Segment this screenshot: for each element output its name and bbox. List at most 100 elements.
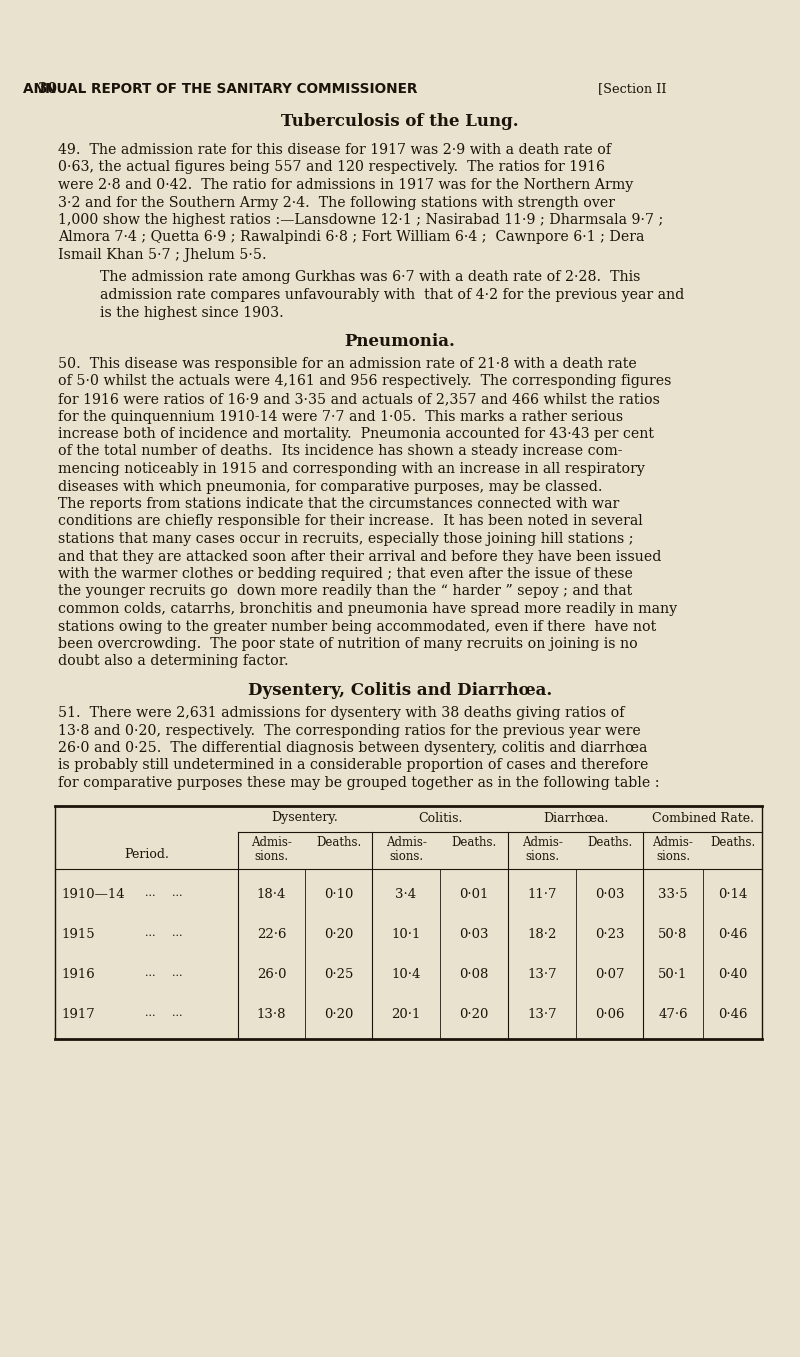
Text: Admis-: Admis-	[522, 836, 562, 849]
Text: Admis-: Admis-	[386, 836, 426, 849]
Text: ...: ...	[145, 928, 155, 939]
Text: 50·1: 50·1	[658, 969, 688, 981]
Text: 0·20: 0·20	[324, 1008, 353, 1022]
Text: Ismail Khan 5·7 ; Jhelum 5·5.: Ismail Khan 5·7 ; Jhelum 5·5.	[58, 248, 266, 262]
Text: diseases with which pneumonia, for comparative purposes, may be classed.: diseases with which pneumonia, for compa…	[58, 479, 602, 494]
Text: 50·8: 50·8	[658, 928, 688, 942]
Text: 0·10: 0·10	[324, 889, 353, 901]
Text: 33·5: 33·5	[658, 889, 688, 901]
Text: 10·4: 10·4	[391, 969, 421, 981]
Text: admission rate compares unfavourably with  that of 4·2 for the previous year and: admission rate compares unfavourably wit…	[100, 288, 684, 303]
Text: Diarrhœa.: Diarrhœa.	[543, 811, 608, 825]
Text: 0·01: 0·01	[459, 889, 489, 901]
Text: 0·14: 0·14	[718, 889, 747, 901]
Text: 0·46: 0·46	[718, 928, 747, 942]
Text: for comparative purposes these may be grouped together as in the following table: for comparative purposes these may be gr…	[58, 776, 660, 790]
Text: 0·03: 0·03	[459, 928, 489, 942]
Text: 0·20: 0·20	[459, 1008, 489, 1022]
Text: 0·40: 0·40	[718, 969, 747, 981]
Text: 0·63, the actual figures being 557 and 120 respectively.  The ratios for 1916: 0·63, the actual figures being 557 and 1…	[58, 160, 605, 175]
Text: conditions are chiefly responsible for their increase.  It has been noted in sev: conditions are chiefly responsible for t…	[58, 514, 642, 528]
Text: for the quinquennium 1910-14 were 7·7 and 1·05.  This marks a rather serious: for the quinquennium 1910-14 were 7·7 an…	[58, 410, 623, 423]
Text: is probably still undetermined in a considerable proportion of cases and therefo: is probably still undetermined in a cons…	[58, 759, 648, 772]
Text: the younger recruits go  down more readily than the “ harder ” sepoy ; and that: the younger recruits go down more readil…	[58, 585, 632, 598]
Text: 1,000 show the highest ratios :—Lansdowne 12·1 ; Nasirabad 11·9 ; Dharmsala 9·7 : 1,000 show the highest ratios :—Lansdown…	[58, 213, 663, 227]
Text: sions.: sions.	[254, 849, 289, 863]
Text: [Section II: [Section II	[598, 81, 666, 95]
Text: 51.  There were 2,631 admissions for dysentery with 38 deaths giving ratios of: 51. There were 2,631 admissions for dyse…	[58, 706, 625, 721]
Text: and that they are attacked soon after their arrival and before they have been is: and that they are attacked soon after th…	[58, 550, 662, 563]
Text: stations that many cases occur in recruits, especially those joining hill statio: stations that many cases occur in recrui…	[58, 532, 634, 546]
Text: Dysentery.: Dysentery.	[272, 811, 338, 825]
Text: ...: ...	[145, 889, 155, 898]
Text: ...: ...	[172, 889, 182, 898]
Text: mencing noticeably in 1915 and corresponding with an increase in all respiratory: mencing noticeably in 1915 and correspon…	[58, 461, 645, 476]
Text: 1917: 1917	[61, 1008, 94, 1022]
Text: Pneumonia.: Pneumonia.	[345, 332, 455, 350]
Text: 0·23: 0·23	[594, 928, 624, 942]
Text: 11·7: 11·7	[527, 889, 557, 901]
Text: 13·8: 13·8	[257, 1008, 286, 1022]
Text: ...: ...	[172, 928, 182, 939]
Text: Admis-: Admis-	[653, 836, 694, 849]
Text: Deaths.: Deaths.	[316, 836, 361, 849]
Text: Dysentery, Colitis and Diarrhœa.: Dysentery, Colitis and Diarrhœa.	[248, 683, 552, 699]
Text: Deaths.: Deaths.	[587, 836, 632, 849]
Text: Almora 7·4 ; Quetta 6·9 ; Rawalpindi 6·8 ; Fort William 6·4 ;  Cawnpore 6·1 ; De: Almora 7·4 ; Quetta 6·9 ; Rawalpindi 6·8…	[58, 231, 644, 244]
Text: 49.  The admission rate for this disease for 1917 was 2·9 with a death rate of: 49. The admission rate for this disease …	[58, 142, 611, 157]
Text: The reports from stations indicate that the circumstances connected with war: The reports from stations indicate that …	[58, 497, 619, 512]
Text: 47·6: 47·6	[658, 1008, 688, 1022]
Text: 3·2 and for the Southern Army 2·4.  The following stations with strength over: 3·2 and for the Southern Army 2·4. The f…	[58, 195, 615, 209]
Text: 13·8 and 0·20, respectively.  The corresponding ratios for the previous year wer: 13·8 and 0·20, respectively. The corresp…	[58, 723, 641, 737]
Text: ...: ...	[145, 969, 155, 978]
Text: ...: ...	[172, 969, 182, 978]
Text: been overcrowding.  The poor state of nutrition of many recruits on joining is n: been overcrowding. The poor state of nut…	[58, 636, 638, 651]
Text: 30: 30	[38, 81, 57, 96]
Text: 1910—14: 1910—14	[61, 889, 125, 901]
Text: doubt also a determining factor.: doubt also a determining factor.	[58, 654, 289, 669]
Text: ...: ...	[145, 1008, 155, 1019]
Text: common colds, catarrhs, bronchitis and pneumonia have spread more readily in man: common colds, catarrhs, bronchitis and p…	[58, 603, 677, 616]
Text: Deaths.: Deaths.	[710, 836, 755, 849]
Text: 26·0 and 0·25.  The differential diagnosis between dysentery, colitis and diarrh: 26·0 and 0·25. The differential diagnosi…	[58, 741, 647, 754]
Text: ...: ...	[172, 1008, 182, 1019]
Text: Combined Rate.: Combined Rate.	[651, 811, 754, 825]
Text: 22·6: 22·6	[257, 928, 286, 942]
Text: 1915: 1915	[61, 928, 94, 942]
Text: were 2·8 and 0·42.  The ratio for admissions in 1917 was for the Northern Army: were 2·8 and 0·42. The ratio for admissi…	[58, 178, 634, 191]
Text: 0·07: 0·07	[594, 969, 624, 981]
Text: of 5·0 whilst the actuals were 4,161 and 956 respectively.  The corresponding fi: of 5·0 whilst the actuals were 4,161 and…	[58, 375, 671, 388]
Text: 0·20: 0·20	[324, 928, 353, 942]
Text: 18·2: 18·2	[527, 928, 557, 942]
Text: 13·7: 13·7	[527, 969, 557, 981]
Text: Colitis.: Colitis.	[418, 811, 462, 825]
Text: Admis-: Admis-	[251, 836, 292, 849]
Text: of the total number of deaths.  Its incidence has shown a steady increase com­: of the total number of deaths. Its incid…	[58, 445, 622, 459]
Text: 0·06: 0·06	[594, 1008, 624, 1022]
Text: 0·25: 0·25	[324, 969, 353, 981]
Text: 0·46: 0·46	[718, 1008, 747, 1022]
Text: for 1916 were ratios of 16·9 and 3·35 and actuals of 2,357 and 466 whilst the ra: for 1916 were ratios of 16·9 and 3·35 an…	[58, 392, 660, 406]
Text: 1916: 1916	[61, 969, 94, 981]
Text: sions.: sions.	[525, 849, 559, 863]
Text: is the highest since 1903.: is the highest since 1903.	[100, 305, 284, 319]
Text: Tuberculosis of the Lung.: Tuberculosis of the Lung.	[281, 113, 519, 130]
Text: 50.  This disease was responsible for an admission rate of 21·8 with a death rat: 50. This disease was responsible for an …	[58, 357, 637, 370]
Text: 13·7: 13·7	[527, 1008, 557, 1022]
Text: 0·08: 0·08	[459, 969, 489, 981]
Text: sions.: sions.	[656, 849, 690, 863]
Text: 26·0: 26·0	[257, 969, 286, 981]
Text: 0·03: 0·03	[594, 889, 624, 901]
Text: ANNUAL REPORT OF THE SANITARY COMMISSIONER: ANNUAL REPORT OF THE SANITARY COMMISSION…	[23, 81, 417, 96]
Text: stations owing to the greater number being accommodated, even if there  have not: stations owing to the greater number bei…	[58, 620, 656, 634]
Text: Period.: Period.	[124, 848, 169, 862]
Text: 18·4: 18·4	[257, 889, 286, 901]
Text: sions.: sions.	[389, 849, 423, 863]
Text: with the warmer clothes or bedding required ; that even after the issue of these: with the warmer clothes or bedding requi…	[58, 567, 633, 581]
Text: increase both of incidence and mortality.  Pneumonia accounted for 43·43 per cen: increase both of incidence and mortality…	[58, 427, 654, 441]
Text: 10·1: 10·1	[391, 928, 421, 942]
Text: 3·4: 3·4	[395, 889, 417, 901]
Text: The admission rate among Gurkhas was 6·7 with a death rate of 2·28.  This: The admission rate among Gurkhas was 6·7…	[100, 270, 640, 285]
Text: Deaths.: Deaths.	[451, 836, 497, 849]
Text: 20·1: 20·1	[391, 1008, 421, 1022]
